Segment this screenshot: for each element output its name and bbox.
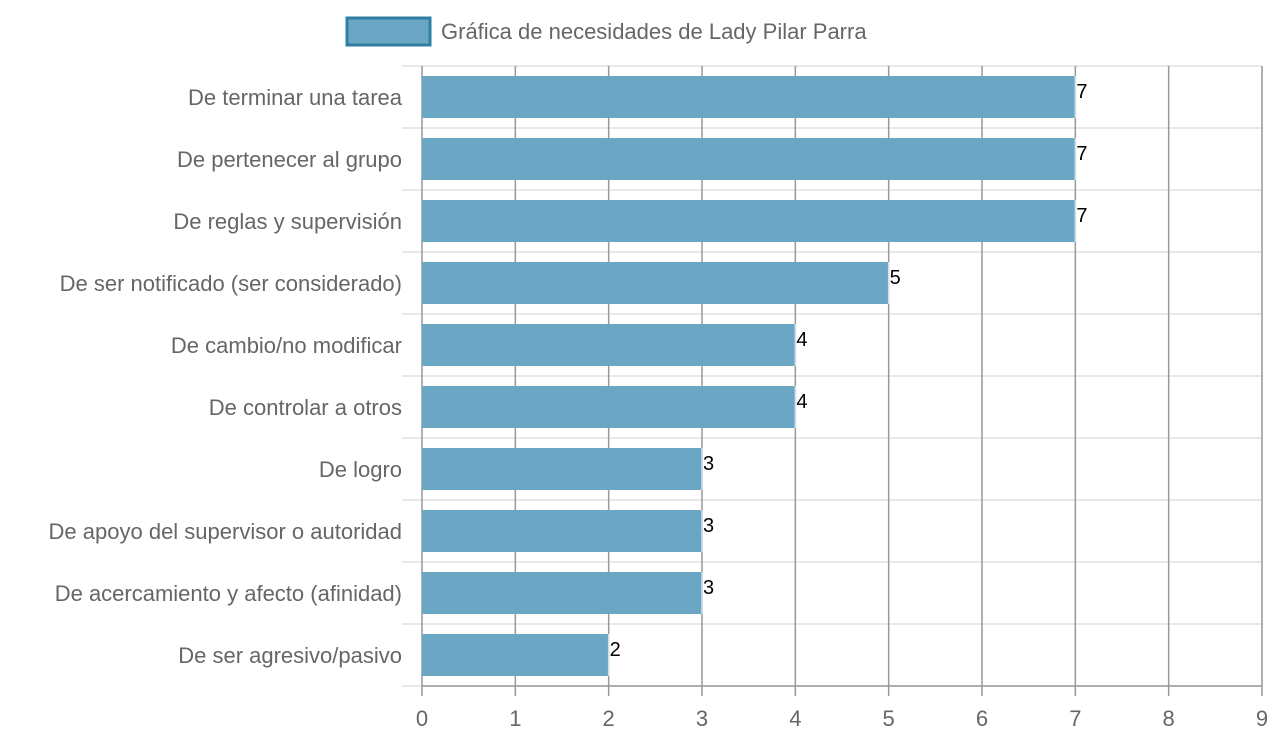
category-label: De reglas y supervisión xyxy=(173,209,402,234)
x-tick-label: 7 xyxy=(1069,706,1081,731)
x-tick-label: 4 xyxy=(789,706,801,731)
x-tick-label: 3 xyxy=(696,706,708,731)
bar xyxy=(422,572,702,614)
bar xyxy=(422,634,609,676)
data-label: 7 xyxy=(1076,205,1087,227)
bar xyxy=(422,510,702,552)
data-label: 7 xyxy=(1076,143,1087,165)
data-label: 7 xyxy=(1076,81,1087,103)
category-label: De acercamiento y afecto (afinidad) xyxy=(55,581,402,606)
bar xyxy=(422,138,1076,180)
data-label: 3 xyxy=(703,453,714,475)
x-tick-label: 8 xyxy=(1163,706,1175,731)
data-label: 3 xyxy=(703,515,714,537)
data-label: 5 xyxy=(890,267,901,289)
chart-legend: Gráfica de necesidades de Lady Pilar Par… xyxy=(345,16,867,47)
legend-label: Gráfica de necesidades de Lady Pilar Par… xyxy=(441,19,867,44)
x-tick-label: 9 xyxy=(1256,706,1268,731)
bar xyxy=(422,386,796,428)
x-tick-label: 0 xyxy=(416,706,428,731)
data-label: 4 xyxy=(796,329,807,351)
category-label: De cambio/no modificar xyxy=(171,333,402,358)
x-axis-tick-labels: 0 1 2 3 4 5 6 7 8 9 xyxy=(416,706,1268,731)
bar xyxy=(422,262,889,304)
data-labels: 7 7 7 5 4 4 3 3 3 2 xyxy=(610,81,1088,661)
category-label: De terminar una tarea xyxy=(188,85,403,110)
data-label: 4 xyxy=(796,391,807,413)
x-tick-label: 2 xyxy=(603,706,615,731)
bar xyxy=(422,200,1076,242)
category-label: De logro xyxy=(319,457,402,482)
x-tick-label: 5 xyxy=(883,706,895,731)
bar xyxy=(422,76,1076,118)
category-label: De pertenecer al grupo xyxy=(177,147,402,172)
category-label: De ser agresivo/pasivo xyxy=(178,643,402,668)
category-labels: De terminar una tarea De pertenecer al gr… xyxy=(49,85,403,668)
data-label: 2 xyxy=(610,639,621,661)
x-tick-label: 1 xyxy=(509,706,521,731)
x-tick-label: 6 xyxy=(976,706,988,731)
bar xyxy=(422,324,796,366)
chart-bars xyxy=(422,76,1077,676)
bar xyxy=(422,448,702,490)
category-label: De ser notificado (ser considerado) xyxy=(60,271,402,296)
category-label: De controlar a otros xyxy=(209,395,402,420)
data-label: 3 xyxy=(703,577,714,599)
legend-swatch xyxy=(345,16,432,47)
category-label: De apoyo del supervisor o autoridad xyxy=(49,519,402,544)
